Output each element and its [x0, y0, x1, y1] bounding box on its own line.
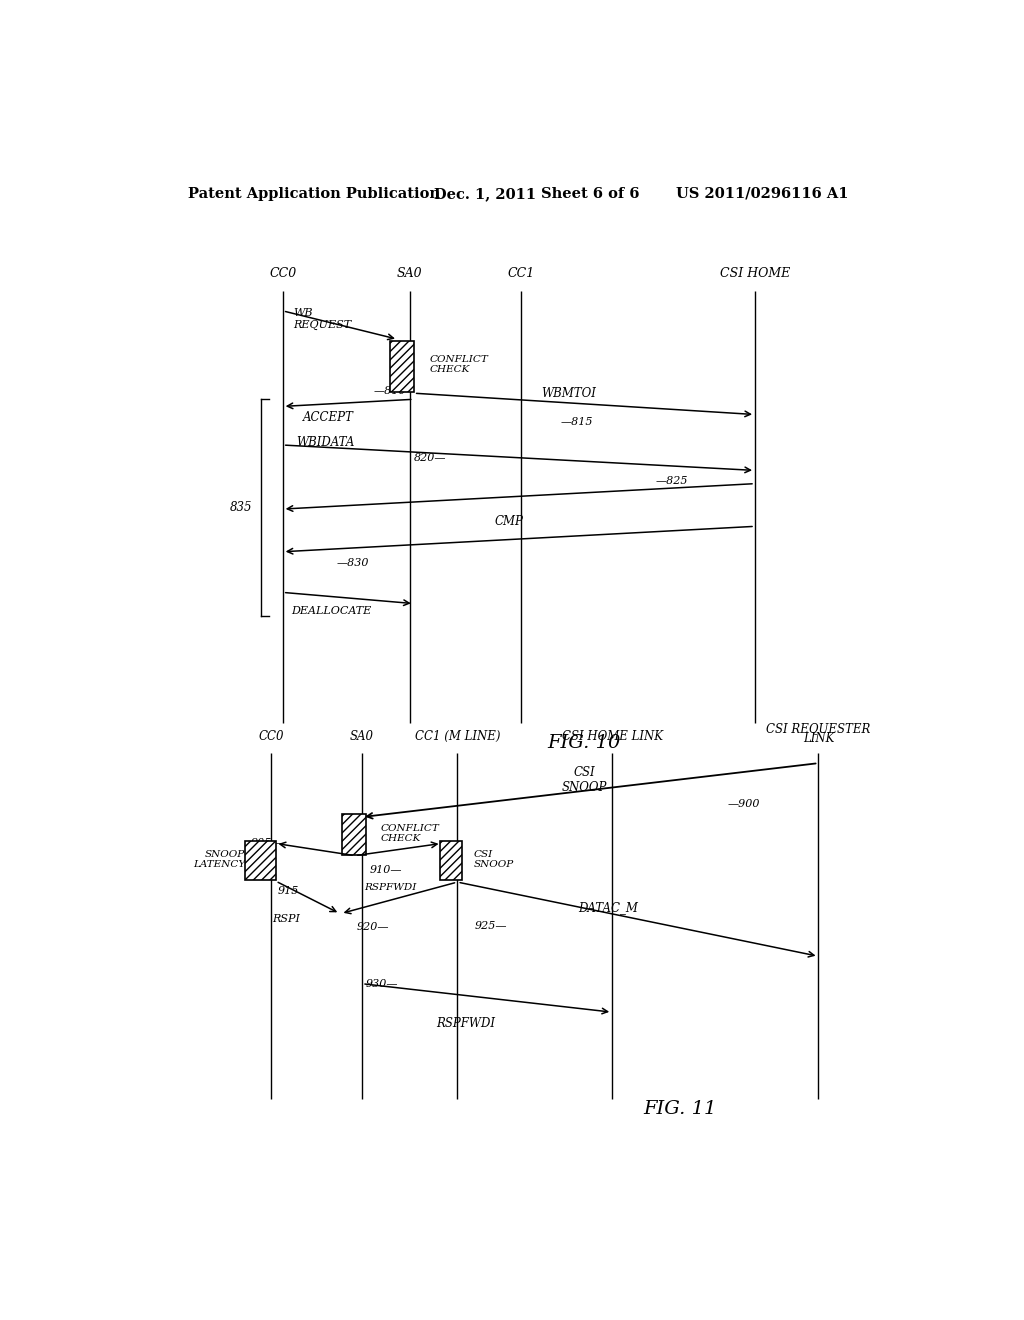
Text: WBMTOI: WBMTOI: [541, 387, 596, 400]
Text: CSI HOME LINK: CSI HOME LINK: [561, 730, 663, 743]
Text: FIG. 11: FIG. 11: [643, 1100, 716, 1118]
Text: LINK: LINK: [803, 731, 835, 744]
Text: CSI
SNOOP: CSI SNOOP: [561, 767, 607, 795]
Text: SNOOP
LATENCY: SNOOP LATENCY: [194, 850, 246, 870]
Text: 905—: 905—: [251, 837, 284, 847]
Text: 920—: 920—: [356, 921, 389, 932]
Text: Sheet 6 of 6: Sheet 6 of 6: [541, 187, 639, 201]
Text: RSPI: RSPI: [272, 913, 300, 924]
Text: Dec. 1, 2011: Dec. 1, 2011: [433, 187, 536, 201]
Text: US 2011/0296116 A1: US 2011/0296116 A1: [676, 187, 848, 201]
Bar: [342, 814, 366, 854]
Text: CSI HOME: CSI HOME: [720, 268, 791, 280]
Text: CC0: CC0: [269, 268, 296, 280]
Text: CSI
SNOOP: CSI SNOOP: [473, 850, 513, 870]
Text: CC0: CC0: [258, 730, 284, 743]
Text: 910—: 910—: [370, 865, 402, 875]
Bar: [440, 841, 462, 880]
Text: Patent Application Publication: Patent Application Publication: [187, 187, 439, 201]
Text: 915: 915: [278, 886, 299, 896]
Text: 925—: 925—: [475, 921, 507, 931]
Text: —810: —810: [374, 387, 407, 396]
Text: 835: 835: [230, 502, 253, 513]
Bar: [390, 342, 414, 392]
Text: —825: —825: [655, 475, 688, 486]
Text: 820—: 820—: [414, 453, 446, 463]
Text: RSPFWDI: RSPFWDI: [436, 1018, 495, 1030]
Text: WB
REQUEST: WB REQUEST: [293, 308, 351, 330]
Text: CC1 (M LINE): CC1 (M LINE): [415, 730, 500, 743]
Text: —900: —900: [727, 799, 760, 809]
Text: SA0: SA0: [350, 730, 374, 743]
Text: —815: —815: [560, 417, 593, 426]
Text: SA0: SA0: [397, 268, 423, 280]
Text: CMP: CMP: [495, 515, 523, 528]
Bar: [246, 841, 275, 880]
Text: CONFLICT
CHECK: CONFLICT CHECK: [380, 824, 439, 843]
Text: CSI REQUESTER: CSI REQUESTER: [766, 722, 870, 735]
Text: DEALLOCATE: DEALLOCATE: [291, 606, 371, 615]
Text: 930—: 930—: [367, 979, 398, 989]
Text: —830: —830: [337, 558, 370, 568]
Text: ACCEPT: ACCEPT: [303, 412, 353, 425]
Text: WBIDATA: WBIDATA: [296, 436, 354, 449]
Text: DATAC_M: DATAC_M: [579, 902, 638, 915]
Text: CONFLICT
CHECK: CONFLICT CHECK: [430, 355, 488, 375]
Text: FIG. 10: FIG. 10: [548, 734, 621, 752]
Text: CC1: CC1: [507, 268, 535, 280]
Text: RSPFWDI: RSPFWDI: [364, 883, 416, 892]
